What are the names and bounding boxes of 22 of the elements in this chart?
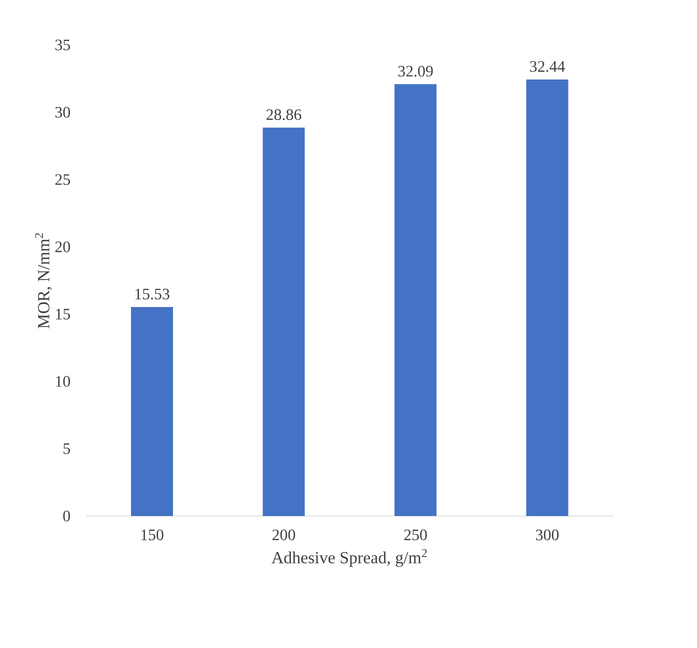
y-tick-label: 15 [56,308,70,320]
y-tick-label: 25 [55,174,70,185]
x-tick-label: 150 [141,530,164,540]
y-tick-label: 10 [56,376,70,387]
bar [131,307,173,516]
data-label: 32.09 [398,66,433,77]
data-label: 28.86 [266,109,302,120]
y-tick-label: 20 [55,241,70,252]
bar [394,84,437,516]
data-label: 32.44 [530,61,565,72]
x-tick-label: 300 [536,530,559,540]
y-tick-label: 35 [55,40,70,50]
y-tick-label: 5 [64,443,70,454]
data-label: 15.53 [135,288,170,300]
y-tick-label: 0 [63,510,70,522]
x-axis-title: Adhesive Spread, g/m$^{2}$ [272,549,427,567]
bar [526,79,568,516]
bar [262,128,305,516]
y-axis-title: MOR, N/mm$^{2}$ [35,233,52,328]
x-tick-label: 250 [404,530,427,540]
x-tick-label: 200 [272,530,296,540]
y-tick-label: 30 [55,106,70,118]
